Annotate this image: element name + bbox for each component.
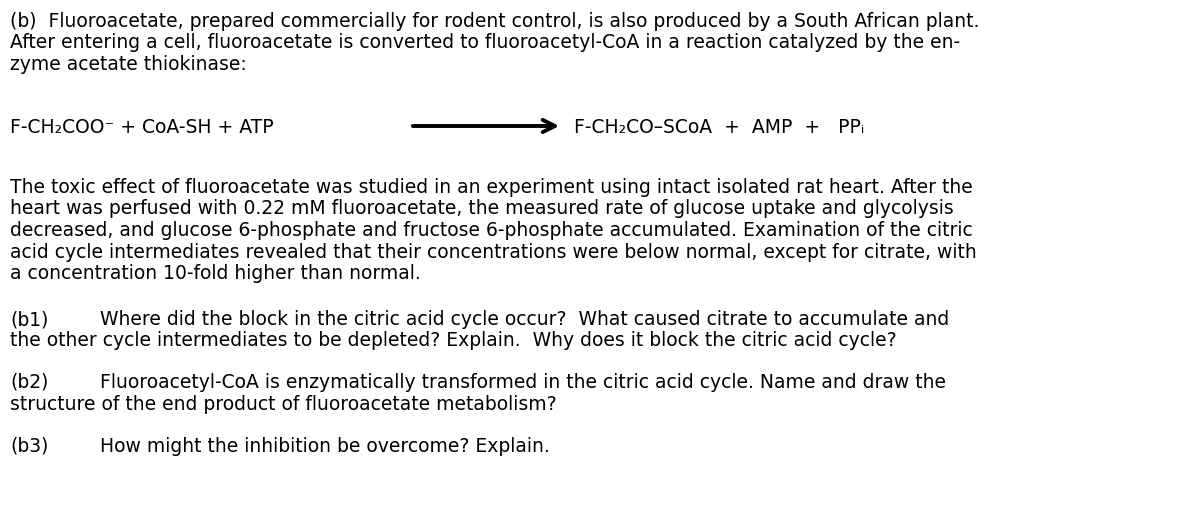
Text: (b2): (b2): [10, 373, 48, 392]
Text: acid cycle intermediates revealed that their concentrations were below normal, e: acid cycle intermediates revealed that t…: [10, 243, 977, 261]
Text: zyme acetate thiokinase:: zyme acetate thiokinase:: [10, 55, 247, 74]
Text: decreased, and glucose 6-phosphate and fructose 6-phosphate accumulated. Examina: decreased, and glucose 6-phosphate and f…: [10, 221, 973, 240]
Text: heart was perfused with 0.22 mM fluoroacetate, the measured rate of glucose upta: heart was perfused with 0.22 mM fluoroac…: [10, 200, 954, 218]
Text: F-CH₂COO⁻ + CoA-SH + ATP: F-CH₂COO⁻ + CoA-SH + ATP: [10, 118, 274, 137]
Text: (b)  Fluoroacetate, prepared commercially for rodent control, is also produced b: (b) Fluoroacetate, prepared commercially…: [10, 12, 979, 31]
Text: structure of the end product of fluoroacetate metabolism?: structure of the end product of fluoroac…: [10, 394, 557, 414]
Text: (b3): (b3): [10, 437, 48, 456]
Text: The toxic effect of fluoroacetate was studied in an experiment using intact isol: The toxic effect of fluoroacetate was st…: [10, 178, 973, 197]
Text: F-CH₂CO–SCoA  +  AMP  +   PPᵢ: F-CH₂CO–SCoA + AMP + PPᵢ: [574, 118, 864, 137]
Text: a concentration 10-fold higher than normal.: a concentration 10-fold higher than norm…: [10, 264, 421, 283]
Text: Where did the block in the citric acid cycle occur?  What caused citrate to accu: Where did the block in the citric acid c…: [100, 310, 949, 329]
Text: the other cycle intermediates to be depleted? Explain.  Why does it block the ci: the other cycle intermediates to be depl…: [10, 331, 896, 351]
Text: After entering a cell, fluoroacetate is converted to fluoroacetyl-CoA in a react: After entering a cell, fluoroacetate is …: [10, 34, 960, 52]
Text: (b1): (b1): [10, 310, 48, 329]
Text: How might the inhibition be overcome? Explain.: How might the inhibition be overcome? Ex…: [100, 437, 550, 456]
Text: Fluoroacetyl-CoA is enzymatically transformed in the citric acid cycle. Name and: Fluoroacetyl-CoA is enzymatically transf…: [100, 373, 946, 392]
